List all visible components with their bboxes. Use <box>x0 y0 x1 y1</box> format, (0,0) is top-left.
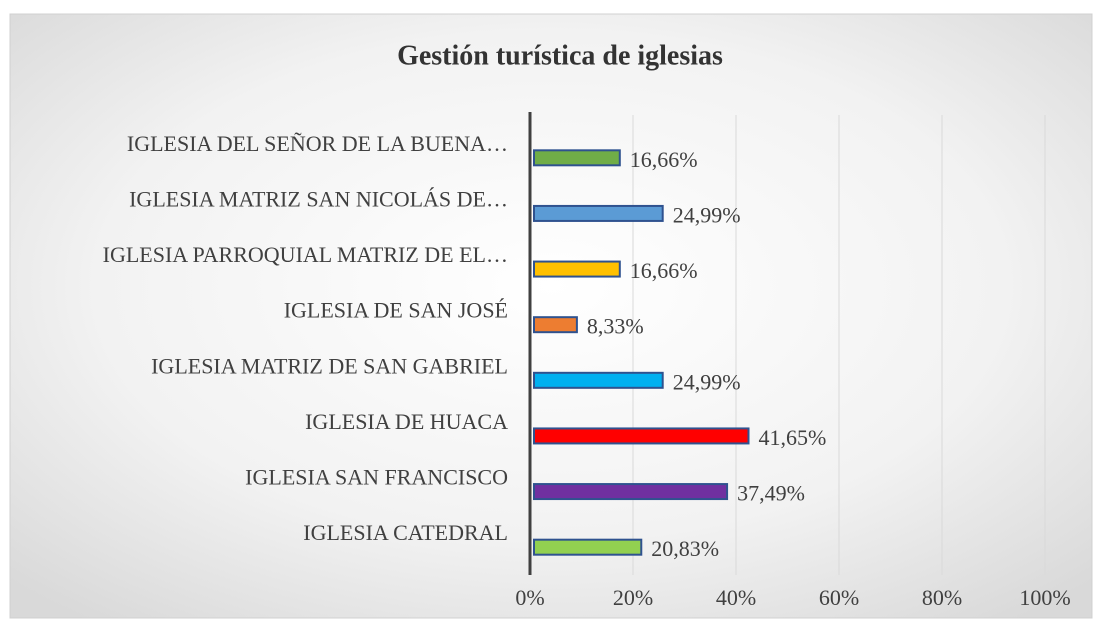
x-tick-label: 0% <box>515 585 544 610</box>
value-label: 37,49% <box>737 481 805 506</box>
y-tick-label: IGLESIA DE HUACA <box>305 409 508 434</box>
value-label: 20,83% <box>651 536 719 561</box>
value-label: 16,66% <box>630 147 698 172</box>
chart-title: Gestión turística de iglesias <box>397 40 723 71</box>
y-tick-label: IGLESIA DE SAN JOSÉ <box>284 298 508 323</box>
value-label: 16,66% <box>630 258 698 283</box>
chart-background <box>9 13 1093 619</box>
value-label: 8,33% <box>587 314 644 339</box>
y-tick-label: IGLESIA SAN FRANCISCO <box>245 465 508 490</box>
y-tick-label: IGLESIA DEL SEÑOR DE LA BUENA… <box>127 131 508 156</box>
y-tick-label: IGLESIA CATEDRAL <box>303 520 508 545</box>
bar <box>533 316 578 334</box>
bar <box>533 371 664 389</box>
bar <box>533 149 621 167</box>
x-tick-label: 80% <box>922 585 962 610</box>
bar <box>533 538 643 556</box>
bar <box>533 483 729 501</box>
value-label: 24,99% <box>673 369 741 394</box>
x-tick-label: 60% <box>819 585 859 610</box>
y-tick-label: IGLESIA PARROQUIAL MATRIZ DE EL… <box>103 242 508 267</box>
value-label: 41,65% <box>758 425 826 450</box>
x-tick-label: 20% <box>613 585 653 610</box>
bar <box>533 260 621 278</box>
x-tick-label: 100% <box>1019 585 1070 610</box>
y-tick-label: IGLESIA MATRIZ SAN NICOLÁS DE… <box>129 186 508 211</box>
y-tick-label: IGLESIA MATRIZ DE SAN GABRIEL <box>151 353 508 378</box>
bar <box>533 204 664 222</box>
x-tick-label: 40% <box>716 585 756 610</box>
bar <box>533 427 750 445</box>
value-label: 24,99% <box>673 202 741 227</box>
